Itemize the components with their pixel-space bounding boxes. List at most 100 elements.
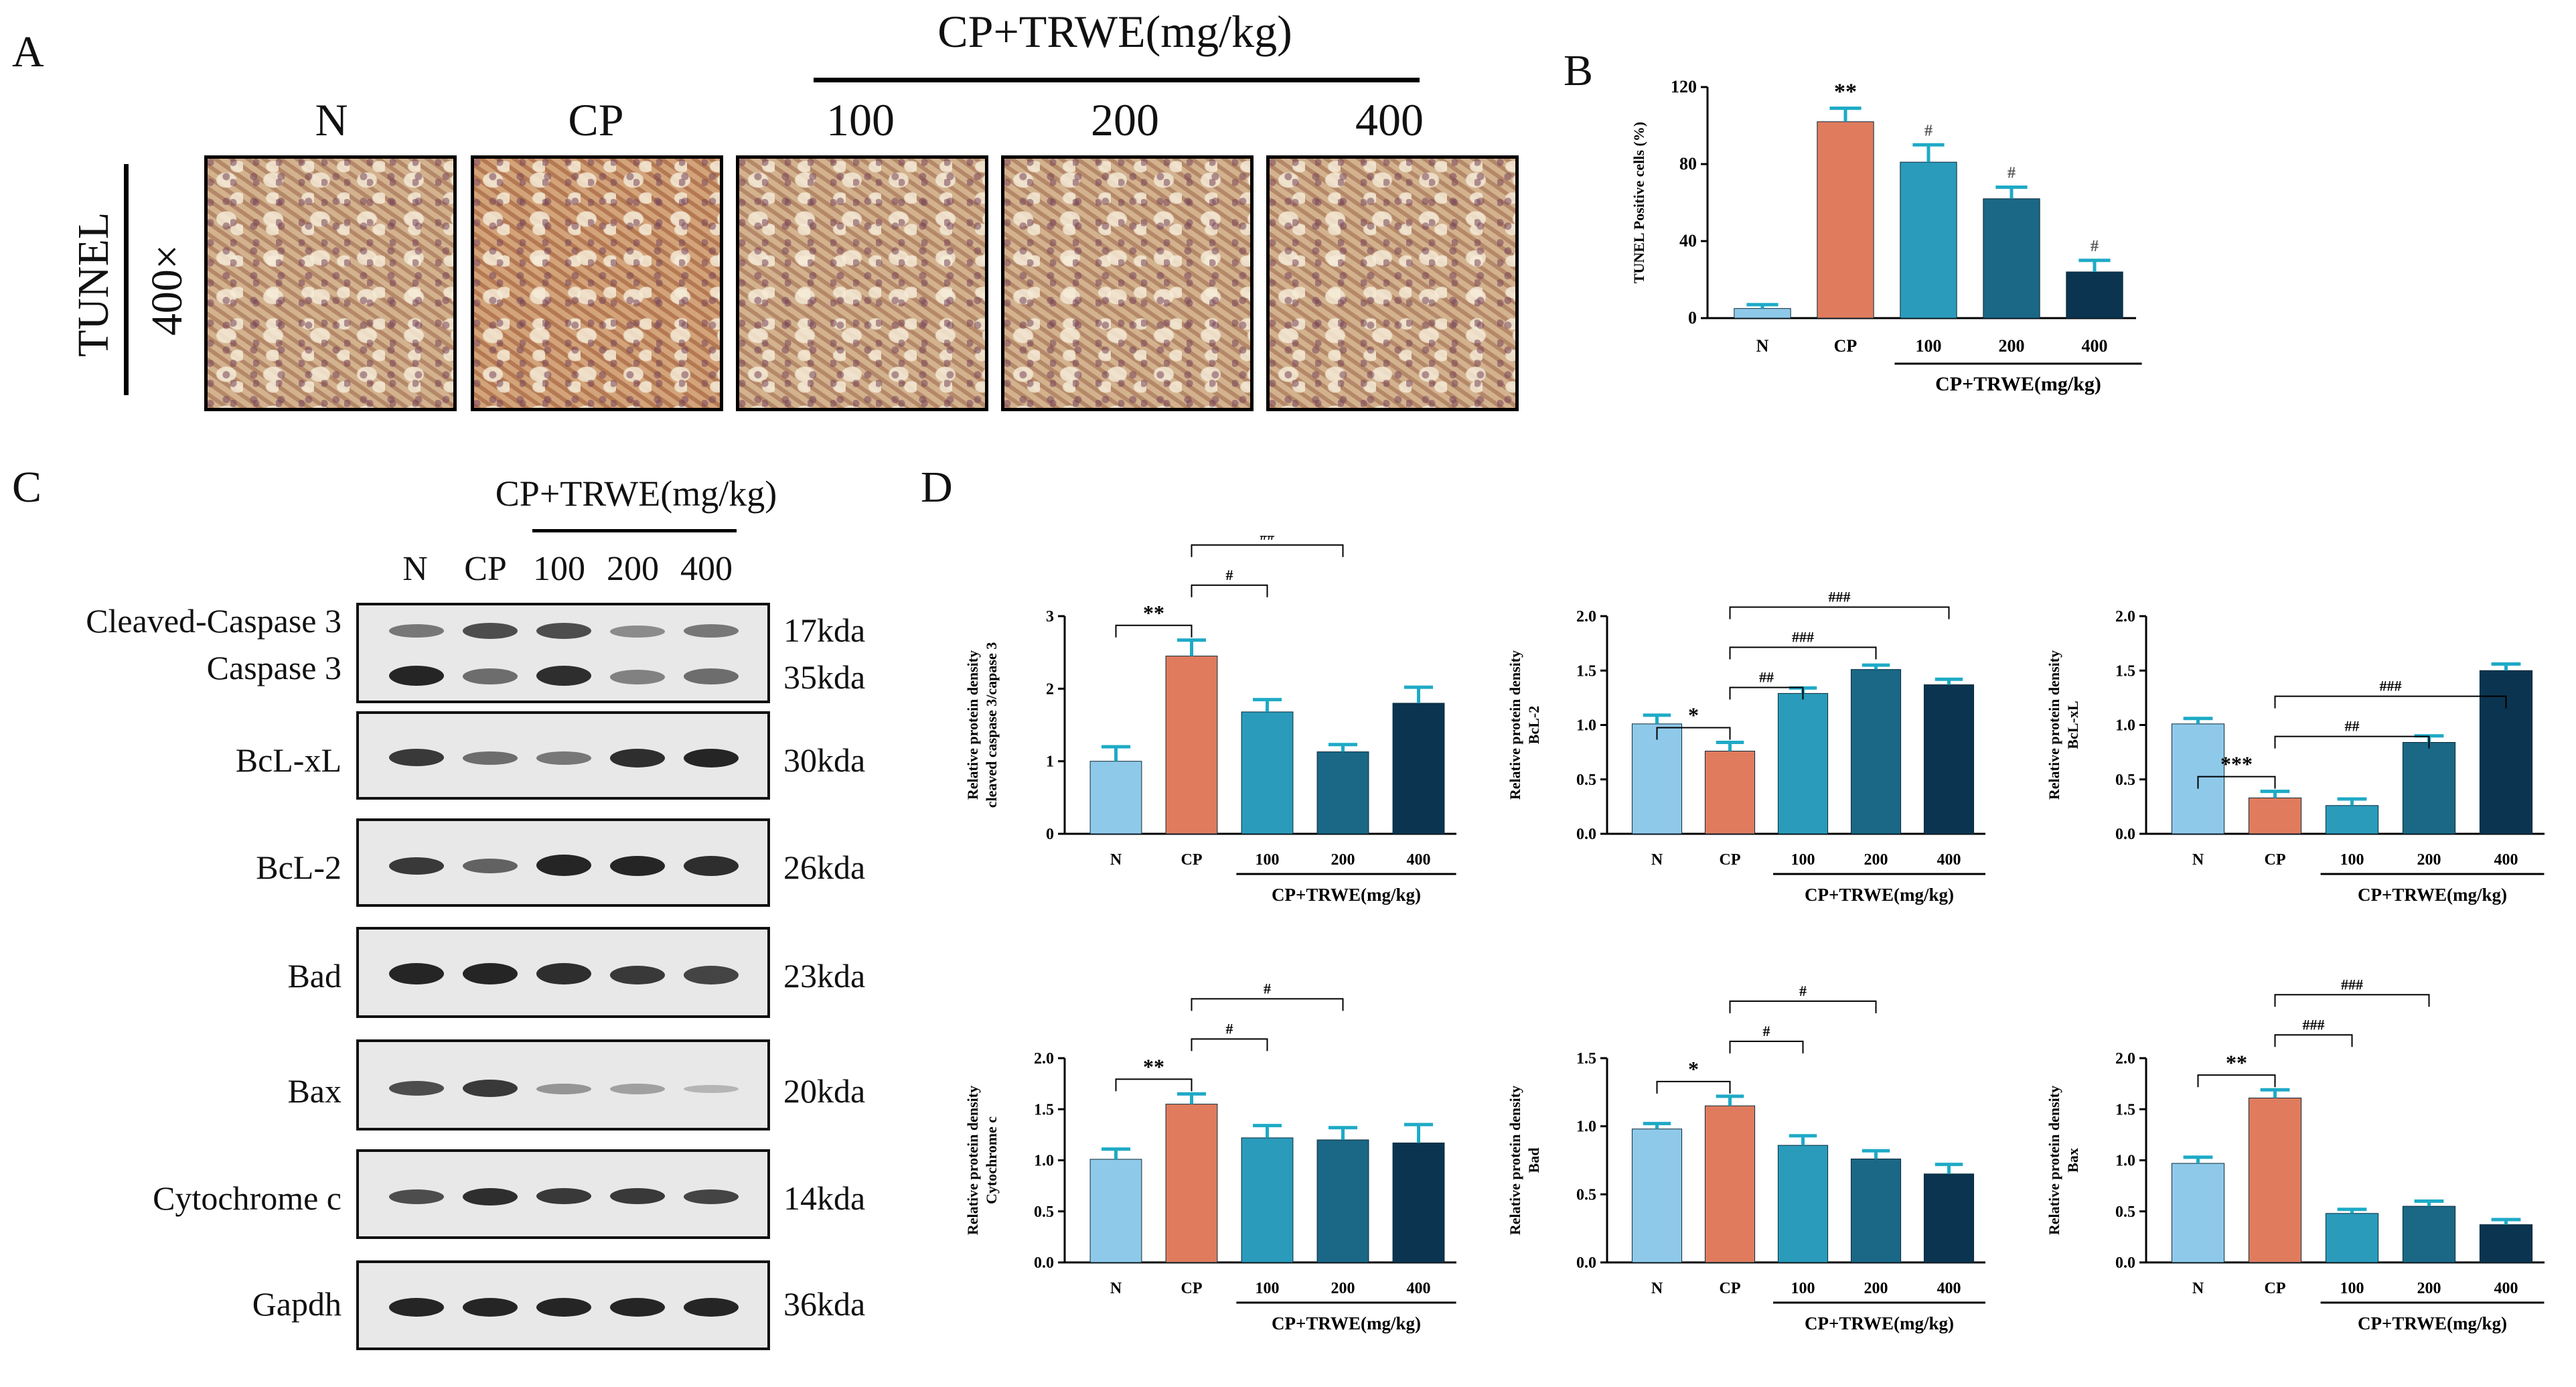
panel-a-row-label: TUNEL	[69, 212, 118, 357]
group-label: CP+TRWE(mg/kg)	[1272, 1313, 1421, 1333]
band	[463, 1188, 518, 1206]
band	[684, 749, 739, 768]
bar-100	[1241, 1137, 1294, 1263]
panel-a-col-200: 200	[1091, 94, 1159, 145]
y-axis-label-2: BcL-2	[1525, 706, 1542, 744]
blot-bax	[356, 1039, 770, 1130]
group-label: CP+TRWE(mg/kg)	[1272, 885, 1421, 905]
blot-bclxl	[356, 711, 770, 800]
y-tick-label: 0.5	[2115, 772, 2135, 789]
bar-n	[1631, 1128, 1683, 1263]
y-tick-label: 0	[1046, 826, 1054, 843]
lane-cp: CP	[464, 550, 507, 588]
y-tick-label: 1.0	[1034, 1153, 1054, 1170]
blot-label-caspase3: Caspase 3	[206, 649, 342, 686]
band	[610, 856, 665, 876]
micrograph-100	[736, 155, 988, 411]
significance-mark: ##	[1260, 536, 1275, 543]
band	[536, 855, 591, 876]
band	[610, 670, 665, 684]
significance-mark: *	[1688, 703, 1699, 727]
blot-cytochrome-c	[356, 1149, 770, 1239]
y-axis-label: Relative protein density	[1507, 1086, 1523, 1235]
blot-caspase3	[356, 603, 770, 703]
x-tick-label: CP	[2265, 851, 2286, 869]
x-tick-label: N	[2192, 1280, 2204, 1297]
x-tick-label: CP	[1181, 1280, 1203, 1297]
significance-bracket	[1191, 998, 1344, 1011]
bar-cp	[1165, 656, 1218, 834]
bar-100	[2325, 805, 2379, 834]
y-axis-label: Relative protein density	[1507, 650, 1523, 800]
bar-200	[1316, 1139, 1369, 1263]
chart-d1: 0 1 2 3 Relative protein density cleaved casp…	[964, 536, 1456, 905]
chart-d6: 0.0 0.5 1.0 1.5 2.0 Relative protein density B…	[2046, 978, 2545, 1333]
blot-label-cleaved-caspase3: Cleaved-Caspase 3	[86, 602, 342, 640]
band	[463, 623, 518, 639]
blot-label-bcl2: BcL-2	[256, 849, 342, 886]
micrograph-200	[1001, 155, 1254, 411]
bar-400	[1392, 703, 1445, 834]
y-axis-label-2: Bad	[1525, 1148, 1542, 1173]
band	[610, 749, 665, 768]
significance-bracket	[1729, 1040, 1804, 1053]
significance-bracket	[2197, 1074, 2276, 1088]
y-axis-label-2: BcL-xL	[2064, 701, 2081, 749]
y-tick-label: 80	[1679, 154, 1697, 173]
band	[389, 624, 444, 638]
y-tick-label: 0.0	[1034, 1254, 1054, 1272]
significance-mark: ###	[1792, 629, 1814, 646]
y-tick-label: 1.0	[2115, 717, 2135, 735]
panel-a-group-header: CP+TRWE(mg/kg)	[937, 6, 1292, 57]
blot-bad	[356, 927, 770, 1018]
bar-n	[1631, 723, 1683, 834]
significance-bracket	[2274, 1034, 2353, 1047]
x-tick-label: 400	[2082, 336, 2108, 356]
micrograph-cp	[471, 155, 723, 411]
y-axis-label: Relative protein density	[964, 1086, 981, 1235]
band	[684, 668, 739, 684]
bar-n	[2171, 1163, 2225, 1263]
bar-cp	[1704, 751, 1756, 834]
significance-bracket	[1191, 544, 1344, 557]
significance-mark: #	[2007, 165, 2016, 182]
y-tick-label: 0.0	[1576, 1254, 1596, 1272]
x-tick-label: CP	[1181, 851, 1203, 869]
x-tick-label: 200	[2417, 1280, 2441, 1297]
band	[536, 751, 591, 765]
band	[463, 1080, 518, 1097]
bar-200	[1850, 1158, 1902, 1263]
bar-cp	[1704, 1105, 1756, 1263]
micrograph-n	[204, 155, 457, 411]
significance-bracket	[2274, 735, 2430, 749]
blot-label-cytochrome-c: Cytochrome c	[153, 1179, 342, 1217]
x-tick-label: 400	[1937, 1280, 1961, 1297]
x-tick-label: 200	[1864, 851, 1888, 869]
bar-100	[2325, 1213, 2379, 1263]
bar-cp	[1817, 121, 1874, 319]
bar-200	[2402, 742, 2456, 834]
bar-400	[2066, 271, 2123, 319]
significance-bracket	[1191, 584, 1268, 597]
panel-a-col-cp: CP	[568, 94, 624, 145]
panel-a-row-rule	[124, 164, 129, 395]
group-label: CP+TRWE(mg/kg)	[1935, 373, 2101, 395]
significance-mark: **	[2226, 1050, 2247, 1074]
x-tick-label: CP	[1720, 1280, 1741, 1297]
group-label: CP+TRWE(mg/kg)	[2358, 885, 2507, 905]
bar-200	[1983, 198, 2040, 319]
panel-a-letter: A	[12, 27, 44, 76]
bar-400	[2479, 670, 2533, 834]
panel-a-col-100: 100	[826, 94, 895, 145]
x-tick-label: 400	[2494, 851, 2518, 869]
band	[463, 963, 518, 984]
x-tick-label: 200	[1999, 336, 2025, 356]
y-tick-label: 0.5	[1576, 772, 1596, 789]
significance-mark: #	[2091, 238, 2099, 255]
lane-100: 100	[533, 550, 585, 588]
y-tick-label: 3	[1046, 608, 1054, 626]
y-tick-label: 1	[1046, 753, 1054, 771]
panel-d-letter: D	[921, 463, 953, 512]
